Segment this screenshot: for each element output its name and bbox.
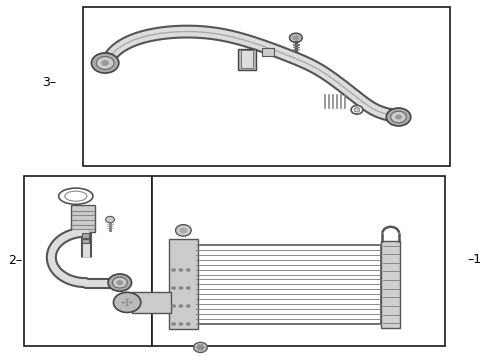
Circle shape [125,301,128,303]
Circle shape [125,304,128,306]
Circle shape [112,277,127,288]
Text: 2–: 2– [8,255,22,267]
Circle shape [171,268,176,272]
Circle shape [178,322,183,326]
Circle shape [96,57,114,69]
Circle shape [171,322,176,326]
Circle shape [116,280,123,285]
Circle shape [91,53,119,73]
Bar [261,48,273,56]
Bar [238,49,255,70]
Bar [381,241,399,328]
Bar [195,245,381,324]
Circle shape [185,286,190,290]
Circle shape [122,301,124,303]
Circle shape [113,292,141,312]
Text: –1: –1 [466,253,480,266]
Circle shape [175,225,191,236]
Circle shape [185,268,190,272]
Circle shape [386,108,410,126]
Circle shape [101,60,109,66]
Bar [151,176,444,346]
Circle shape [292,35,299,40]
Bar [71,205,95,232]
Circle shape [350,105,362,114]
Ellipse shape [59,188,93,204]
Circle shape [197,345,203,350]
Bar [82,233,89,238]
Circle shape [394,114,401,120]
Circle shape [178,304,183,308]
Bar [24,176,151,346]
Bar [132,292,171,313]
Circle shape [179,228,187,233]
Bar [82,239,89,243]
Circle shape [193,342,207,352]
Bar [241,50,252,68]
Circle shape [178,268,183,272]
Circle shape [171,304,176,308]
Circle shape [178,286,183,290]
Bar [168,239,198,329]
Circle shape [353,108,359,112]
Circle shape [185,304,190,308]
Circle shape [185,322,190,326]
Circle shape [125,298,128,301]
Circle shape [108,274,131,291]
Circle shape [289,33,302,42]
Circle shape [129,301,132,303]
Circle shape [171,286,176,290]
Text: 3–: 3– [42,76,56,89]
Bar [83,7,449,166]
Circle shape [105,216,114,223]
Ellipse shape [64,191,87,201]
Circle shape [390,111,406,123]
